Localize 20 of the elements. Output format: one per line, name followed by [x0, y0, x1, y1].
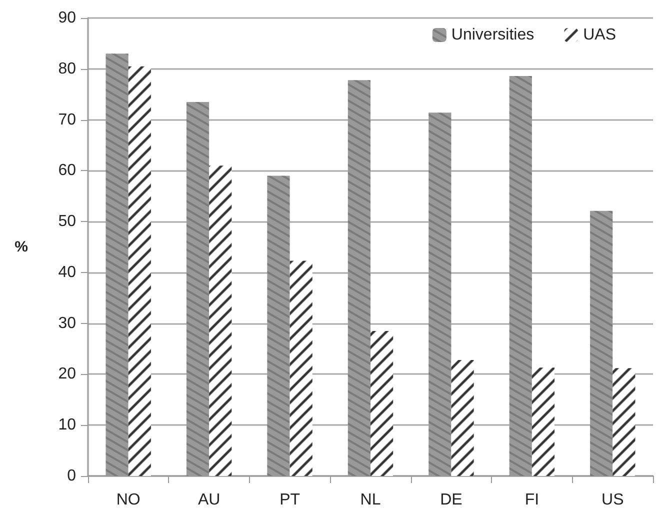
y-tick-label: 20	[58, 366, 76, 383]
x-tick-label: NL	[360, 492, 381, 508]
x-tick-label: NO	[116, 492, 140, 508]
y-tick-label: 90	[58, 10, 76, 26]
x-tick-label: DE	[440, 492, 462, 508]
y-tick-label: 80	[58, 60, 76, 78]
legend-label: UAS	[583, 26, 616, 44]
y-tick-label: 0	[67, 468, 76, 484]
y-tick-label: 30	[58, 314, 76, 332]
y-axis-title: %	[14, 238, 28, 256]
x-tick-label: PT	[280, 492, 300, 508]
y-tick-label: 50	[58, 213, 76, 230]
x-tick-label: FI	[524, 492, 540, 508]
y-tick-label: 40	[58, 264, 76, 281]
y-tick-label: 60	[58, 162, 76, 180]
x-tick-label: AU	[198, 492, 220, 508]
legend-label: Universities	[451, 26, 534, 44]
y-tick-label: 10	[58, 416, 76, 434]
y-tick-label: 70	[58, 111, 76, 128]
x-tick-label: US	[602, 492, 624, 508]
